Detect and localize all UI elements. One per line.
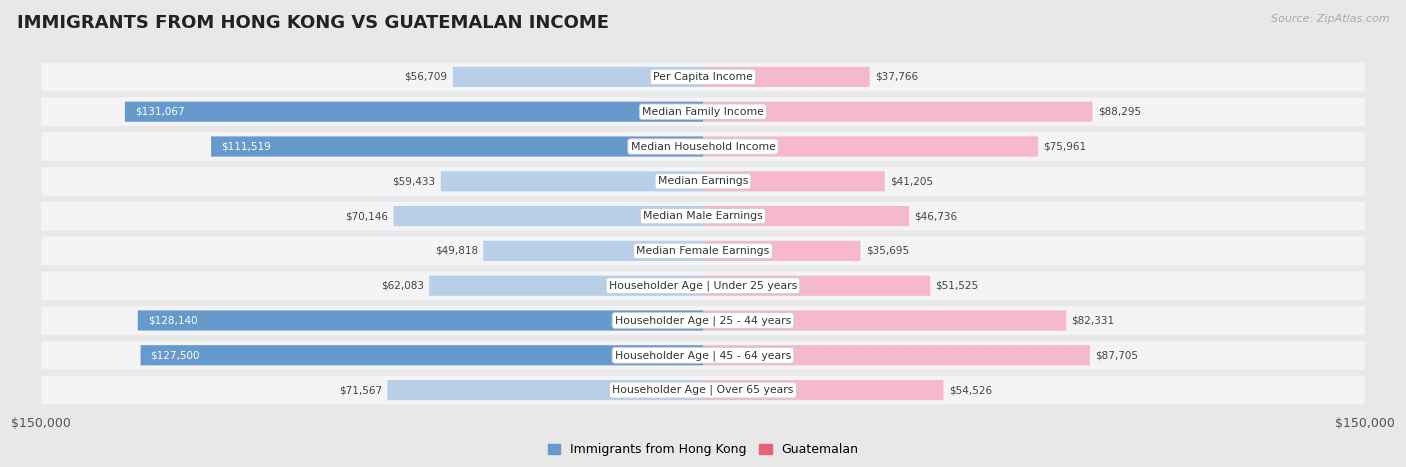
Text: $41,205: $41,205 bbox=[890, 177, 934, 186]
FancyBboxPatch shape bbox=[41, 237, 1365, 265]
Text: $70,146: $70,146 bbox=[346, 211, 388, 221]
Text: Median Female Earnings: Median Female Earnings bbox=[637, 246, 769, 256]
FancyBboxPatch shape bbox=[41, 98, 1365, 126]
FancyBboxPatch shape bbox=[41, 202, 1365, 230]
Text: Householder Age | Under 25 years: Householder Age | Under 25 years bbox=[609, 281, 797, 291]
FancyBboxPatch shape bbox=[125, 102, 703, 122]
FancyBboxPatch shape bbox=[387, 380, 703, 400]
Text: Source: ZipAtlas.com: Source: ZipAtlas.com bbox=[1271, 14, 1389, 24]
FancyBboxPatch shape bbox=[484, 241, 703, 261]
FancyBboxPatch shape bbox=[703, 171, 884, 191]
Text: $35,695: $35,695 bbox=[866, 246, 908, 256]
FancyBboxPatch shape bbox=[703, 136, 1038, 156]
Text: $131,067: $131,067 bbox=[135, 107, 184, 117]
FancyBboxPatch shape bbox=[441, 171, 703, 191]
Text: $82,331: $82,331 bbox=[1071, 316, 1115, 325]
Text: $111,519: $111,519 bbox=[221, 142, 271, 151]
Text: Median Family Income: Median Family Income bbox=[643, 107, 763, 117]
Text: Householder Age | Over 65 years: Householder Age | Over 65 years bbox=[612, 385, 794, 396]
Text: $127,500: $127,500 bbox=[150, 350, 200, 360]
Text: $37,766: $37,766 bbox=[875, 72, 918, 82]
FancyBboxPatch shape bbox=[41, 306, 1365, 335]
FancyBboxPatch shape bbox=[703, 380, 943, 400]
Text: $75,961: $75,961 bbox=[1043, 142, 1087, 151]
FancyBboxPatch shape bbox=[41, 63, 1365, 91]
Text: Median Household Income: Median Household Income bbox=[630, 142, 776, 151]
FancyBboxPatch shape bbox=[138, 311, 703, 331]
FancyBboxPatch shape bbox=[429, 276, 703, 296]
Text: $71,567: $71,567 bbox=[339, 385, 382, 395]
Text: Median Male Earnings: Median Male Earnings bbox=[643, 211, 763, 221]
Text: $62,083: $62,083 bbox=[381, 281, 423, 290]
FancyBboxPatch shape bbox=[453, 67, 703, 87]
FancyBboxPatch shape bbox=[703, 276, 931, 296]
Text: Per Capita Income: Per Capita Income bbox=[652, 72, 754, 82]
Text: $56,709: $56,709 bbox=[405, 72, 447, 82]
FancyBboxPatch shape bbox=[141, 345, 703, 365]
Text: $128,140: $128,140 bbox=[148, 316, 197, 325]
FancyBboxPatch shape bbox=[703, 241, 860, 261]
FancyBboxPatch shape bbox=[41, 167, 1365, 196]
Text: $46,736: $46,736 bbox=[914, 211, 957, 221]
FancyBboxPatch shape bbox=[211, 136, 703, 156]
Legend: Immigrants from Hong Kong, Guatemalan: Immigrants from Hong Kong, Guatemalan bbox=[543, 439, 863, 461]
FancyBboxPatch shape bbox=[703, 67, 869, 87]
FancyBboxPatch shape bbox=[41, 341, 1365, 369]
Text: Householder Age | 45 - 64 years: Householder Age | 45 - 64 years bbox=[614, 350, 792, 361]
Text: IMMIGRANTS FROM HONG KONG VS GUATEMALAN INCOME: IMMIGRANTS FROM HONG KONG VS GUATEMALAN … bbox=[17, 14, 609, 32]
FancyBboxPatch shape bbox=[703, 102, 1092, 122]
FancyBboxPatch shape bbox=[394, 206, 703, 226]
FancyBboxPatch shape bbox=[41, 376, 1365, 404]
Text: $59,433: $59,433 bbox=[392, 177, 436, 186]
Text: Householder Age | 25 - 44 years: Householder Age | 25 - 44 years bbox=[614, 315, 792, 326]
Text: $51,525: $51,525 bbox=[935, 281, 979, 290]
FancyBboxPatch shape bbox=[703, 345, 1090, 365]
FancyBboxPatch shape bbox=[703, 311, 1066, 331]
FancyBboxPatch shape bbox=[703, 206, 910, 226]
Text: $87,705: $87,705 bbox=[1095, 350, 1139, 360]
Text: $49,818: $49,818 bbox=[434, 246, 478, 256]
Text: $88,295: $88,295 bbox=[1098, 107, 1140, 117]
FancyBboxPatch shape bbox=[41, 271, 1365, 300]
FancyBboxPatch shape bbox=[41, 132, 1365, 161]
Text: Median Earnings: Median Earnings bbox=[658, 177, 748, 186]
Text: $54,526: $54,526 bbox=[949, 385, 991, 395]
